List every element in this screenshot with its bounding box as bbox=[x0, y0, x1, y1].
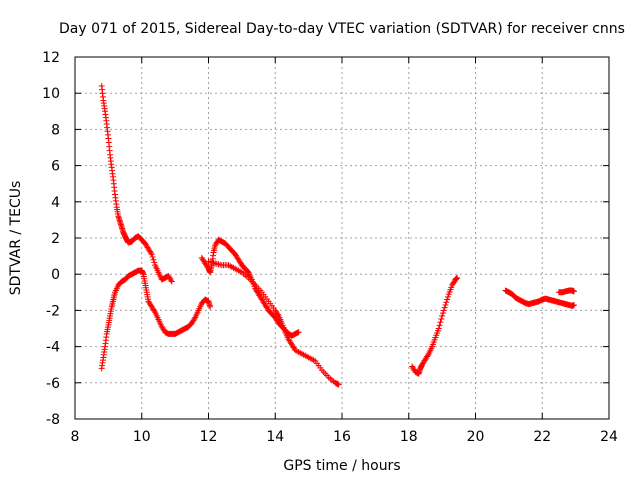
data-point bbox=[167, 277, 174, 284]
data-point bbox=[191, 315, 198, 322]
series-2 bbox=[98, 267, 214, 372]
y-tick-label: -4 bbox=[46, 340, 60, 356]
x-tick-label: 24 bbox=[600, 429, 618, 445]
y-tick-label: -6 bbox=[46, 376, 60, 392]
chart-title: Day 071 of 2015, Sidereal Day-to-day VTE… bbox=[59, 21, 625, 37]
grid bbox=[75, 57, 609, 419]
data-point bbox=[295, 329, 302, 336]
data-point bbox=[437, 319, 444, 326]
series-7 bbox=[555, 287, 577, 296]
ticks bbox=[74, 56, 610, 420]
x-axis-label: GPS time / hours bbox=[283, 458, 400, 474]
y-tick-label: 4 bbox=[51, 195, 60, 211]
data-point bbox=[570, 288, 577, 295]
y-tick-label: -8 bbox=[46, 412, 60, 428]
data-point bbox=[151, 259, 158, 266]
data-point bbox=[435, 325, 442, 332]
data-point bbox=[436, 322, 443, 329]
data-point bbox=[335, 381, 342, 388]
x-tick-label: 20 bbox=[467, 429, 485, 445]
y-tick-label: 12 bbox=[42, 50, 60, 66]
data-point bbox=[444, 296, 451, 303]
data-point bbox=[147, 249, 154, 256]
x-tick-label: 14 bbox=[266, 429, 284, 445]
data-point bbox=[442, 301, 449, 308]
series-1 bbox=[98, 82, 175, 285]
x-tick-labels: 8 10 12 14 16 18 20 22 24 bbox=[71, 429, 618, 445]
data-point bbox=[439, 310, 446, 317]
y-tick-label: 2 bbox=[51, 231, 60, 247]
y-tick-label: -2 bbox=[46, 303, 60, 319]
data-point bbox=[438, 315, 445, 322]
series-5 bbox=[409, 274, 461, 377]
data-point bbox=[443, 299, 450, 306]
series-4 bbox=[205, 258, 342, 388]
data-point bbox=[149, 254, 156, 261]
x-tick-label: 16 bbox=[333, 429, 351, 445]
x-tick-label: 18 bbox=[400, 429, 418, 445]
y-tick-labels: -8 -6 -4 -2 0 2 4 6 8 10 12 bbox=[42, 50, 60, 428]
x-tick-label: 22 bbox=[533, 429, 551, 445]
data-point bbox=[151, 307, 158, 314]
series-3 bbox=[198, 236, 302, 339]
y-axis-label: SDTVAR / TECUs bbox=[8, 181, 24, 296]
y-tick-label: 0 bbox=[51, 267, 60, 283]
y-tick-label: 10 bbox=[42, 86, 60, 102]
x-tick-label: 12 bbox=[200, 429, 218, 445]
y-tick-label: 6 bbox=[51, 159, 60, 175]
x-tick-label: 10 bbox=[133, 429, 151, 445]
data-point bbox=[444, 293, 451, 300]
series-6 bbox=[502, 287, 577, 309]
data-point bbox=[424, 352, 431, 359]
data-point bbox=[150, 256, 157, 263]
y-tick-label: 8 bbox=[51, 122, 60, 138]
data-point bbox=[570, 301, 577, 308]
data-marks bbox=[98, 82, 577, 388]
data-point bbox=[441, 304, 448, 311]
data-point bbox=[207, 303, 214, 310]
x-tick-label: 8 bbox=[71, 429, 80, 445]
data-point bbox=[440, 307, 447, 314]
data-point bbox=[148, 251, 155, 258]
data-point bbox=[439, 312, 446, 319]
data-point bbox=[168, 278, 175, 285]
data-point bbox=[274, 311, 281, 318]
data-point bbox=[454, 274, 461, 281]
